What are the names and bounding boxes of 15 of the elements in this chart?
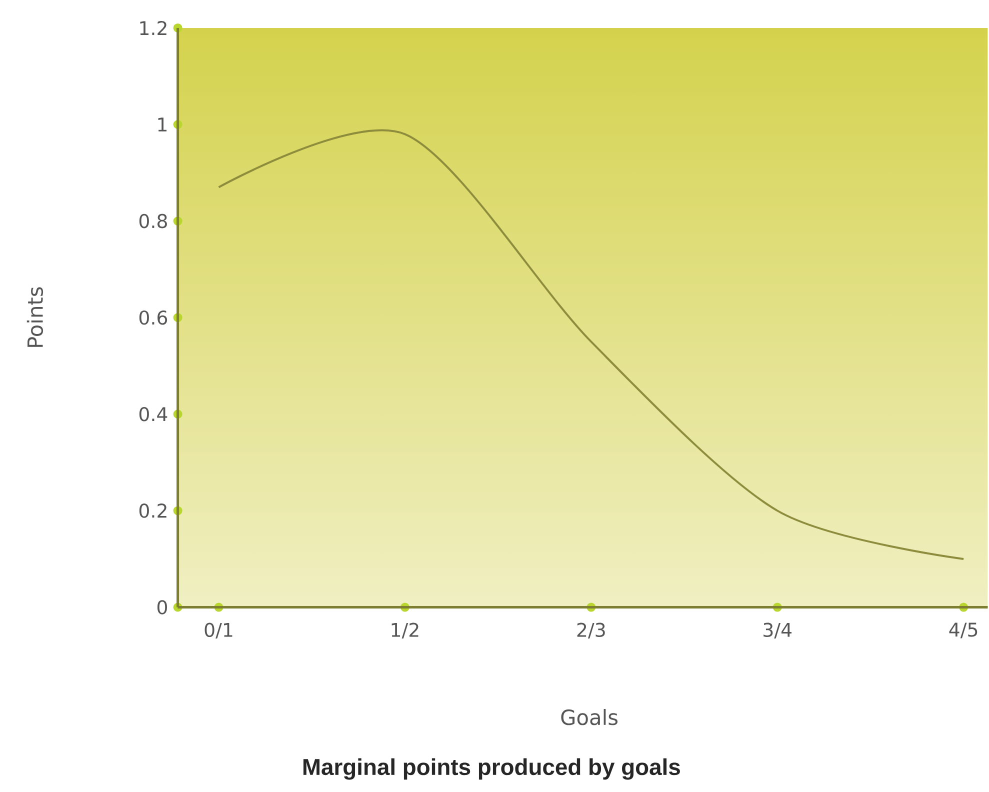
x-tick-label: 2/3 [577,622,605,639]
x-axis-title: Goals [561,709,618,726]
x-tick-label: 1/2 [392,622,418,639]
y-tick-label: 0.6 [139,310,168,325]
y-tick-label: 0 [157,600,167,614]
y-tick-label: 1 [158,118,166,132]
y-tick-label: 0.4 [139,406,168,422]
text: Marginal points produced by goals [303,758,680,780]
y-axis-title: Points [26,287,44,347]
y-tick-label: 0.8 [139,214,167,228]
x-tick-label: 0/1 [204,622,232,639]
x-tick-label: 4/5 [949,622,978,638]
x-tick-label: 3/4 [764,622,792,639]
y-tick-label: 1.2 [140,20,166,35]
y-tick-label: 0.2 [139,504,166,518]
